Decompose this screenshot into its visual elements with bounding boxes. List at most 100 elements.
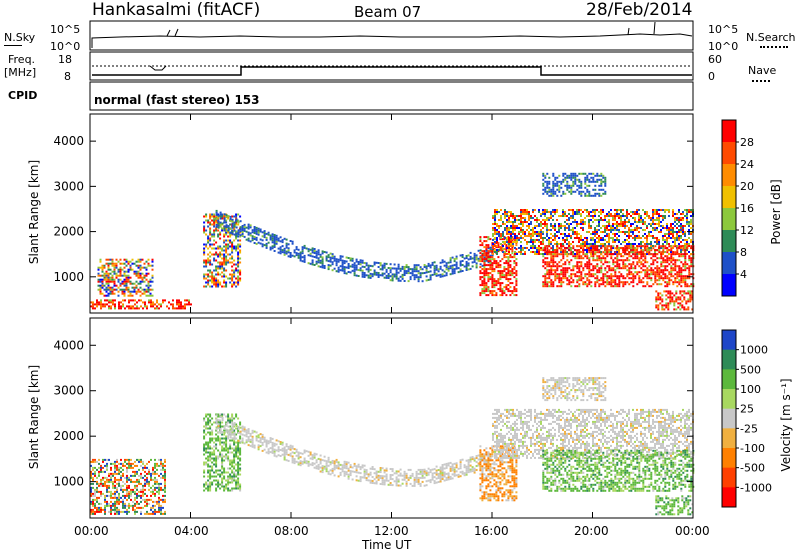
heatmap-cell <box>411 272 414 275</box>
heatmap-cell <box>556 182 559 185</box>
heatmap-cell <box>115 276 118 279</box>
heatmap-cell <box>150 472 152 475</box>
heatmap-cell <box>655 298 658 301</box>
heatmap-cell <box>620 221 622 223</box>
heatmap-cell <box>114 480 116 483</box>
heatmap-cell <box>689 294 692 297</box>
heatmap-cell <box>616 213 618 215</box>
heatmap-cell <box>682 213 684 215</box>
heatmap-cell <box>546 192 549 195</box>
heatmap-cell <box>109 262 112 265</box>
heatmap-cell <box>353 274 356 277</box>
heatmap-cell <box>132 470 134 473</box>
heatmap-cell <box>209 441 212 444</box>
heatmap-cell <box>335 262 338 265</box>
heatmap-cell <box>634 235 636 237</box>
heatmap-cell <box>211 263 214 266</box>
heatmap-cell <box>221 253 224 256</box>
heatmap-cell <box>678 225 680 227</box>
heatmap-cell <box>534 225 536 227</box>
heatmap-cell <box>640 281 643 284</box>
heatmap-cell <box>207 483 210 486</box>
heatmap-cell <box>570 237 572 239</box>
heatmap-cell <box>662 227 664 229</box>
heatmap-cell <box>687 300 690 303</box>
heatmap-cell <box>626 269 629 272</box>
heatmap-cell <box>661 294 664 297</box>
heatmap-cell <box>301 256 304 259</box>
heatmap-cell <box>530 235 532 237</box>
heatmap-cell <box>544 186 547 189</box>
heatmap-cell <box>660 277 663 280</box>
heatmap-cell <box>566 227 568 229</box>
heatmap-cell <box>640 227 642 229</box>
heatmap-cell <box>283 237 286 240</box>
heatmap-cell <box>663 308 666 311</box>
heatmap-cell <box>520 235 522 237</box>
heatmap-cell <box>658 271 661 274</box>
heatmap-cell <box>530 241 532 243</box>
heatmap-cell <box>156 464 158 467</box>
heatmap-cell <box>483 288 486 291</box>
heatmap-cell <box>598 235 600 237</box>
heatmap-cell <box>331 263 334 266</box>
heatmap-cell <box>588 261 591 264</box>
heatmap-cell <box>676 265 679 268</box>
heatmap-cell <box>676 235 678 237</box>
heatmap-cell <box>156 305 158 308</box>
heatmap-cell <box>566 269 569 272</box>
heatmap-cell <box>506 231 508 233</box>
heatmap-cell <box>536 219 538 221</box>
heatmap-cell <box>172 305 174 308</box>
heatmap-cell <box>554 176 557 179</box>
heatmap-cell <box>550 273 553 276</box>
heatmap-cell <box>626 249 629 252</box>
heatmap-cell <box>510 213 512 215</box>
heatmap-cell <box>618 217 620 219</box>
heatmap-cell <box>598 245 600 247</box>
heatmap-cell <box>247 231 250 234</box>
heatmap-cell <box>511 272 514 275</box>
heatmap-cell <box>107 276 110 279</box>
heatmap-cell <box>507 258 510 261</box>
heatmap-cell <box>122 299 124 302</box>
heatmap-cell <box>566 239 568 241</box>
heatmap-cell <box>502 245 504 247</box>
heatmap-cell <box>333 259 336 262</box>
heatmap-cell <box>217 261 220 264</box>
nave-label-dotline <box>752 80 770 82</box>
heatmap-cell <box>105 272 108 275</box>
heatmap-cell <box>686 253 688 255</box>
nsky-tick-top: 10^5 <box>50 23 81 36</box>
heatmap-cell <box>513 260 516 263</box>
heatmap-cell <box>108 504 110 507</box>
heatmap-cell <box>584 209 586 211</box>
heatmap-cell <box>491 266 494 269</box>
heatmap-cell <box>235 285 238 288</box>
heatmap-cell <box>451 266 454 269</box>
heatmap-cell <box>666 233 668 235</box>
heatmap-cell <box>494 249 496 251</box>
heatmap-cell <box>154 466 156 469</box>
heatmap-cell <box>574 227 576 229</box>
heatmap-cell <box>491 270 494 273</box>
heatmap-cell <box>534 233 536 235</box>
heatmap-cell <box>353 264 356 267</box>
heatmap-cell <box>461 256 464 258</box>
heatmap-cell <box>606 251 609 254</box>
heatmap-cell <box>92 303 94 306</box>
heatmap-cell <box>203 215 206 218</box>
heatmap-cell <box>136 484 138 487</box>
heatmap-cell <box>497 244 500 247</box>
heatmap-cell <box>570 277 573 280</box>
heatmap-cell <box>574 221 576 223</box>
heatmap-cell <box>620 211 622 213</box>
heatmap-cell <box>142 488 144 491</box>
heatmap-cell <box>586 257 589 260</box>
heatmap-cell <box>624 231 626 233</box>
heatmap-cell <box>110 462 112 465</box>
heatmap-cell <box>616 233 618 235</box>
heatmap-cell <box>122 490 124 493</box>
heatmap-cell <box>503 274 506 277</box>
heatmap-cell <box>112 474 114 477</box>
